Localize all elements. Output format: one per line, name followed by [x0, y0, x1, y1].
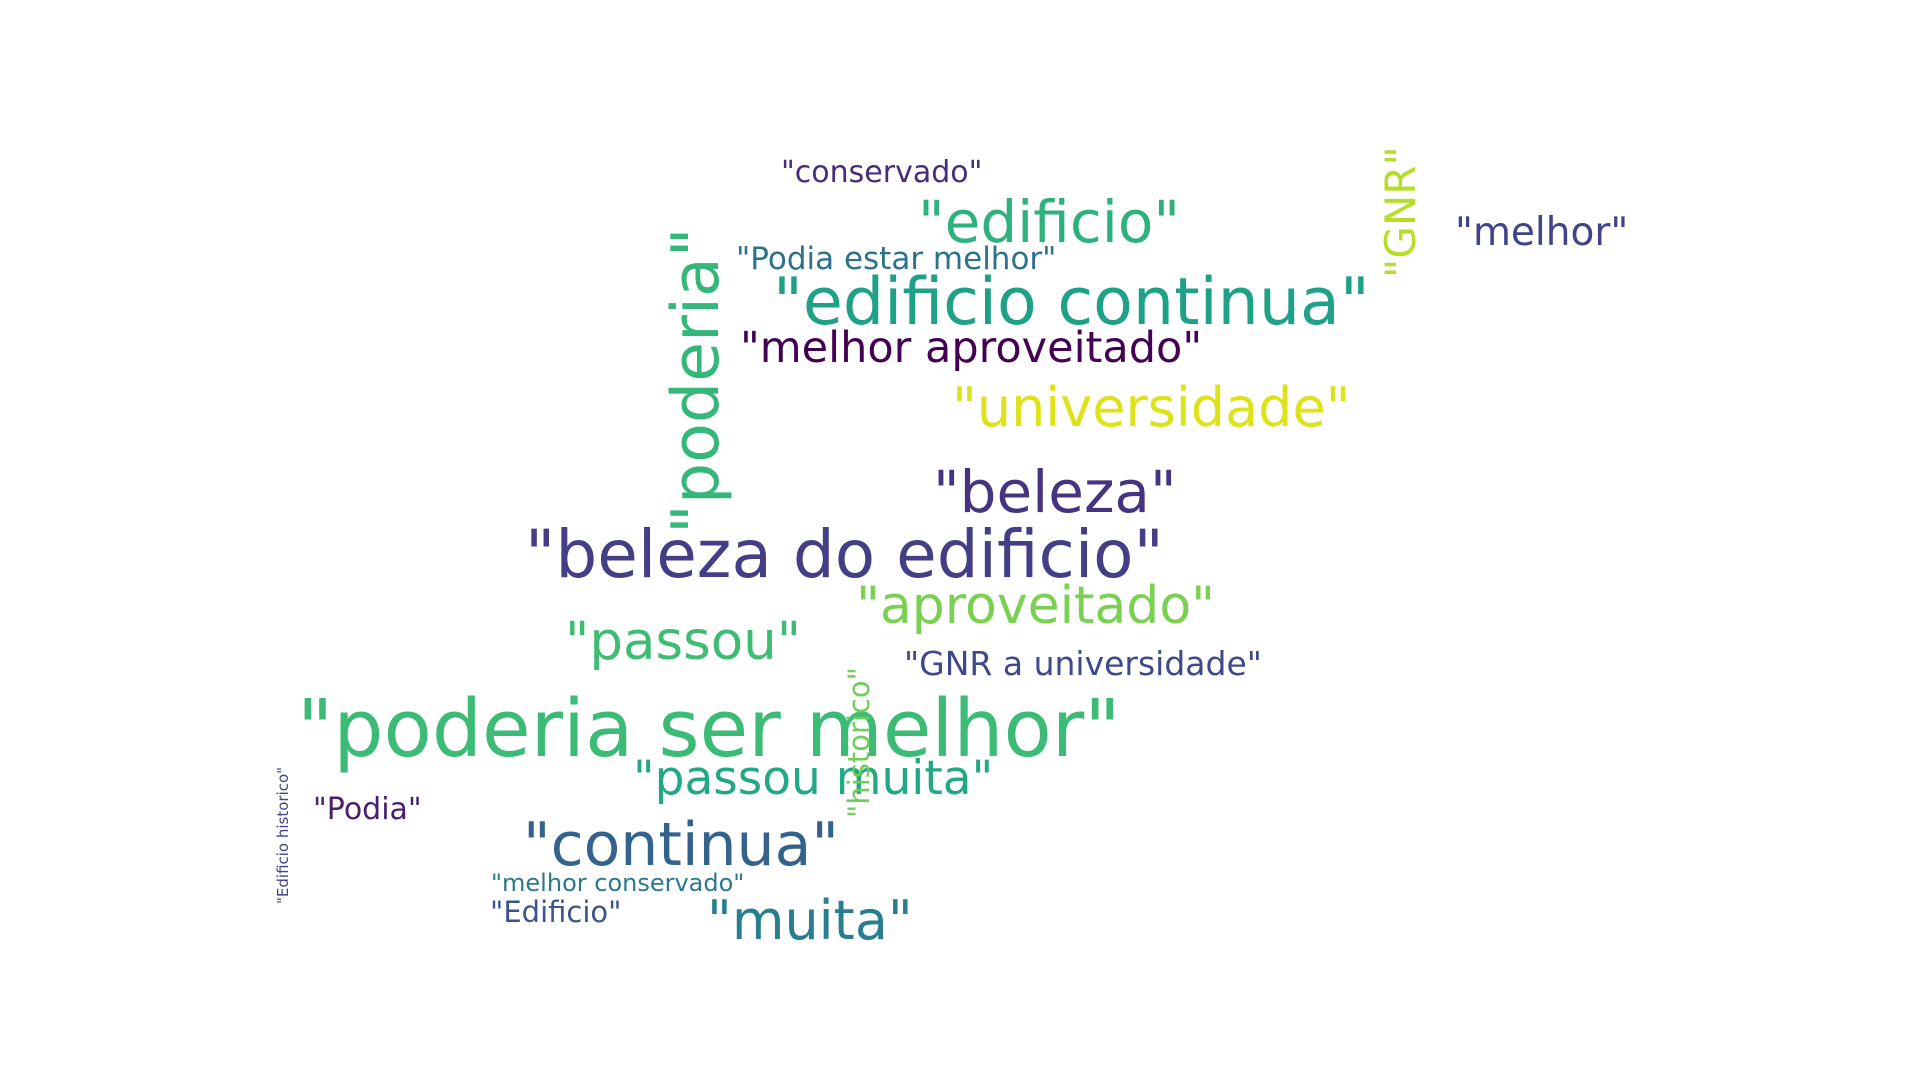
- word-melhor: "melhor": [1455, 210, 1629, 255]
- word-edificio-capital: "Edificio": [490, 895, 622, 929]
- word-passou-muita: "passou muita": [633, 751, 994, 806]
- word-conservado: "conservado": [781, 155, 983, 190]
- word-edificio-continua: "edificio continua": [773, 265, 1370, 340]
- word-muita: "muita": [707, 889, 913, 952]
- word-historico: "historico": [842, 666, 876, 818]
- word-podia: "Podia": [313, 792, 422, 827]
- word-melhor-conservado: "melhor conservado": [491, 869, 745, 897]
- word-poderia: "poderia": [659, 227, 734, 534]
- word-beleza-do-edificio: "beleza do edificio": [525, 516, 1164, 593]
- word-podia-estar-melhor: "Podia estar melhor": [736, 241, 1057, 277]
- word-gnr-a-universidade: "GNR a universidade": [904, 644, 1262, 683]
- word-continua: "continua": [523, 810, 839, 880]
- word-gnr: "GNR": [1376, 146, 1425, 278]
- word-passou: "passou": [565, 611, 802, 672]
- word-beleza: "beleza": [933, 458, 1177, 526]
- word-edificio-historico: "Edificio historico": [274, 766, 292, 904]
- word-melhor-aproveitado: "melhor aproveitado": [740, 323, 1203, 373]
- word-poderia-ser-melhor: "poderia ser melhor": [297, 683, 1121, 775]
- word-aproveitado: "aproveitado": [856, 576, 1216, 636]
- word-edificio: "edificio": [918, 188, 1180, 256]
- word-universidade: "universidade": [952, 376, 1351, 439]
